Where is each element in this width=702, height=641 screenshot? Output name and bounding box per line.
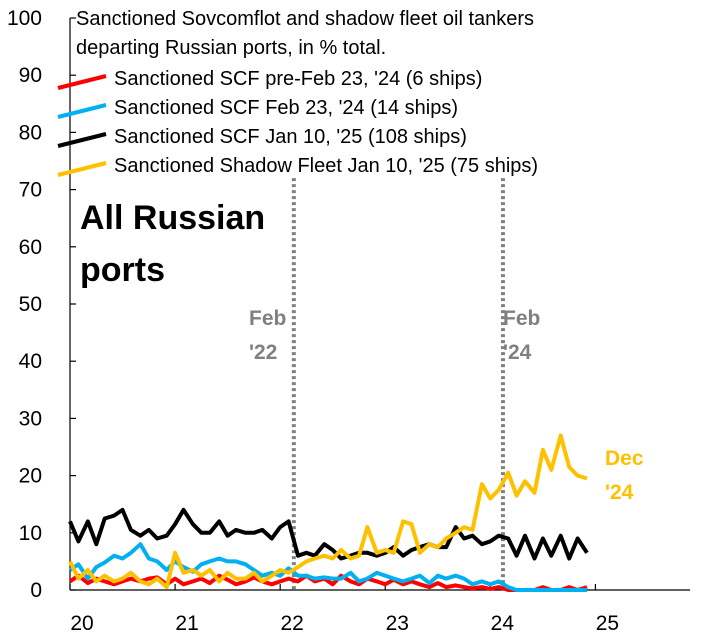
series-line-4	[68, 433, 588, 590]
feb24-label-line-1: Feb	[503, 307, 540, 330]
y-tick-label: 100	[7, 7, 42, 30]
y-tick-label: 90	[19, 64, 42, 87]
legend: Sanctioned SCF pre-Feb 23, '24 (6 ships)…	[57, 68, 538, 177]
series-line-2	[68, 542, 587, 592]
dec24-annotation: Dec '24	[605, 447, 644, 504]
x-tick-label: 21	[175, 612, 198, 635]
legend-label-series-2: Sanctioned SCF Feb 23, '24 (14 ships)	[114, 97, 458, 119]
feb24-label-line-2: '24	[503, 341, 532, 364]
x-tick-label: 24	[491, 612, 515, 635]
feb22-annotation: Feb '22	[249, 307, 286, 364]
y-tick-label: 70	[19, 179, 42, 202]
legend-swatch-series-4	[57, 161, 107, 177]
x-tick-label: 25	[596, 612, 619, 635]
y-tick-label: 40	[19, 350, 42, 373]
legend-swatch-series-1	[57, 74, 107, 90]
feb24-annotation: Feb '24	[503, 307, 540, 364]
chart-title: Sanctioned Sovcomflot and shadow fleet o…	[76, 8, 534, 59]
series-line-3	[68, 507, 589, 561]
legend-label-series-1: Sanctioned SCF pre-Feb 23, '24 (6 ships)	[114, 68, 482, 90]
y-tick-label: 0	[30, 579, 42, 602]
feb22-label-line-2: '22	[249, 341, 277, 364]
x-tick-label: 22	[280, 612, 303, 635]
reference-lines	[291, 178, 505, 590]
x-tick-label: 23	[386, 612, 409, 635]
y-tick-label: 80	[19, 121, 42, 144]
y-tick-label: 50	[19, 293, 42, 316]
legend-label-series-4: Sanctioned Shadow Fleet Jan 10, '25 (75 …	[114, 155, 538, 177]
y-tick-label: 10	[19, 522, 42, 545]
dec24-label-line-1: Dec	[605, 447, 644, 470]
title-line-2: departing Russian ports, in % total.	[76, 37, 386, 59]
legend-swatch-series-3	[57, 132, 107, 148]
axes: 0 10 20 30 40 50 60 70 80 90 100 20 21 22 23 24 25	[7, 7, 690, 635]
series-lines	[68, 433, 589, 592]
region-label-line-2: ports	[80, 251, 165, 289]
legend-swatch-series-2	[57, 103, 107, 119]
y-tick-label: 60	[19, 236, 42, 259]
x-tick-label: 20	[70, 612, 93, 635]
legend-label-series-3: Sanctioned SCF Jan 10, '25 (108 ships)	[114, 126, 467, 148]
y-ticks: 0 10 20 30 40 50 60 70 80 90 100	[7, 7, 76, 602]
dec24-label-line-2: '24	[605, 481, 634, 504]
title-line-1: Sanctioned Sovcomflot and shadow fleet o…	[76, 8, 534, 30]
y-tick-label: 20	[19, 465, 42, 488]
region-label-line-1: All Russian	[80, 199, 265, 237]
region-annotation: All Russian ports	[80, 199, 265, 289]
feb22-label-line-1: Feb	[249, 307, 286, 330]
x-ticks: 20 21 22 23 24 25	[69, 584, 619, 635]
y-tick-label: 30	[19, 407, 42, 430]
